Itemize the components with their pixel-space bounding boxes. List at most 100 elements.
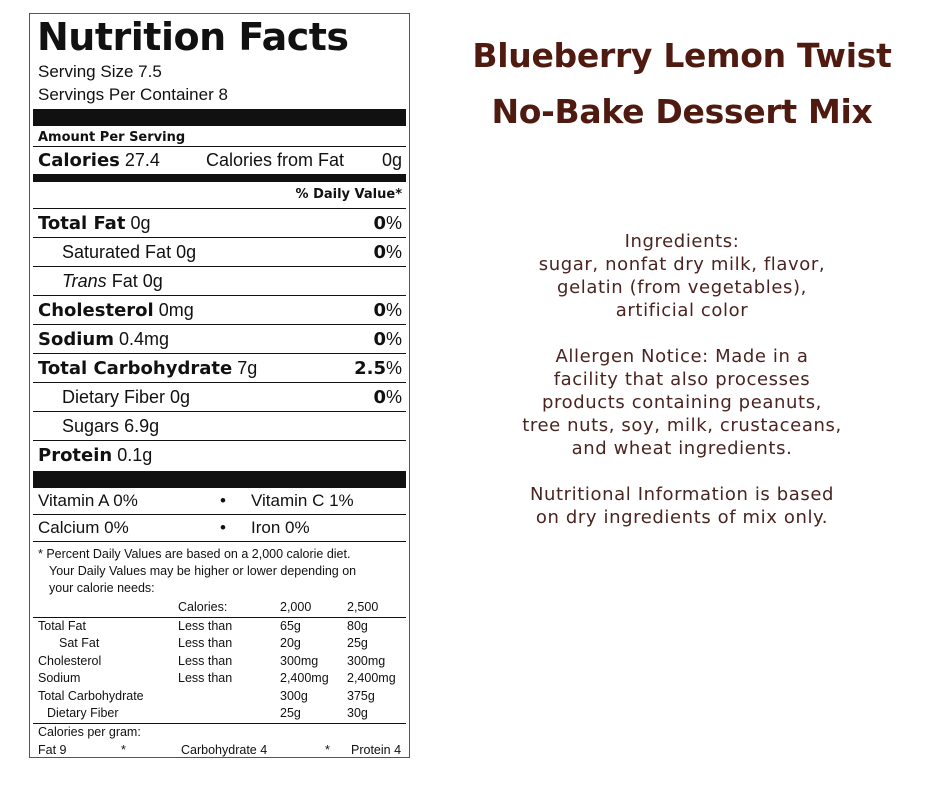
nutrient-amount: 0g (142, 271, 163, 291)
allergen-line: and wheat ingredients. (571, 438, 793, 459)
vitamin-a: Vitamin A 0% (38, 491, 138, 510)
product-title-line: Blueberry Lemon Twist (472, 36, 892, 75)
daily-value-percent: 0% (373, 383, 402, 412)
nutrient-row: Total Carbohydrate 7g 2.5% (33, 354, 406, 383)
nutrient-amount: 6.9g (124, 416, 160, 436)
daily-value-number: 2.5 (354, 358, 386, 379)
bullet: • (220, 491, 226, 510)
allergen-line: products containing peanuts, (541, 392, 822, 413)
reference-cell: 65g (280, 618, 301, 633)
reference-header-cell: 2,000 (275, 599, 342, 618)
calories-from-fat-value: 0g (381, 150, 402, 170)
ingredients-line: gelatin (from vegetables), (557, 277, 807, 298)
cpg-star: * (121, 743, 126, 757)
percent-sign: % (385, 213, 402, 233)
nutrient-amount: 0.4mg (118, 329, 170, 349)
cpg-fat: Fat 9 (38, 743, 67, 757)
reference-row: Cholesterol Less than 300mg 300mg (33, 653, 406, 671)
calories-per-gram-label: Calories per gram: (33, 722, 406, 742)
nutrition-note-line: Nutritional Information is based (529, 484, 835, 505)
amount-per-serving: Amount Per Serving (38, 130, 186, 145)
label-title: Nutrition Facts (37, 15, 349, 59)
allergen-line: facility that also processes (553, 369, 811, 390)
reference-cell: 25g (280, 706, 301, 720)
calories-label: Calories (38, 150, 120, 171)
reference-row: Total Carbohydrate 300g 375g (33, 688, 406, 706)
calories-row: Calories 27.4 Calories from Fat 0g (33, 147, 406, 174)
reference-cell: 80g (347, 618, 368, 633)
footnote: * Percent Daily Values are based on a 2,… (33, 542, 406, 599)
daily-value-percent: 0% (373, 296, 402, 325)
nutrition-note-line: on dry ingredients of mix only. (535, 507, 829, 528)
nutrient-name: Sugars (62, 416, 120, 436)
calcium: Calcium 0% (38, 518, 129, 537)
nutrient-name: Dietary Fiber (62, 387, 166, 407)
servings-per-container: Servings Per Container 8 (38, 85, 228, 104)
daily-value-header: % Daily Value* (33, 182, 406, 209)
nutrient-rows: Total Fat 0g 0% Saturated Fat 0g 0% Trans Fa… (33, 209, 406, 469)
reference-cell: Cholesterol (38, 653, 102, 668)
reference-cell: 25g (347, 636, 368, 650)
reference-cell: 300mg (347, 653, 386, 668)
reference-cell: Total Carbohydrate (38, 688, 144, 703)
reference-cell: Less than (178, 653, 233, 668)
allergen-line: Allergen Notice: Made in a (555, 346, 809, 367)
iron: Iron 0% (251, 518, 310, 537)
nutrient-name: Sodium (38, 329, 114, 350)
nutrient-row: Total Fat 0g 0% (33, 209, 406, 238)
vitamin-c: Vitamin C 1% (251, 491, 354, 510)
nutrient-amount: 0g (176, 242, 197, 262)
nutrient-name: Saturated Fat (62, 242, 172, 262)
daily-value-number: 0 (373, 242, 386, 263)
daily-value-number: 0 (373, 213, 386, 234)
serving-size: Serving Size 7.5 (38, 62, 162, 81)
percent-sign: % (385, 387, 402, 407)
reference-cell: Less than (178, 636, 233, 650)
thick-divider (33, 471, 406, 488)
vitamin-row: Vitamin A 0% • Vitamin C 1% (33, 488, 406, 515)
medium-divider (33, 174, 406, 182)
reference-cell: Sat Fat (59, 636, 100, 650)
product-title: Blueberry Lemon Twist No-Bake Dessert Mi… (430, 28, 934, 140)
reference-cell: 375g (347, 688, 375, 703)
reference-cell: Less than (178, 671, 233, 685)
nutrient-name: Cholesterol (38, 300, 154, 321)
nutrient-name: Trans (62, 271, 107, 291)
reference-row: Dietary Fiber 25g 30g (33, 705, 406, 723)
nutrient-amount: 0g (170, 387, 191, 407)
nutrition-note: Nutritional Information is based on dry i… (440, 483, 924, 529)
reference-cell: Sodium (38, 671, 81, 685)
reference-row: Sodium Less than 2,400mg 2,400mg (33, 670, 406, 688)
reference-row: Sat Fat Less than 20g 25g (33, 635, 406, 653)
ingredients-heading: Ingredients: (624, 231, 740, 252)
nutrient-amount: 0g (130, 213, 151, 233)
percent-sign: % (385, 329, 402, 349)
cpg-protein: Protein 4 (351, 743, 402, 757)
reference-cell: Less than (178, 618, 233, 633)
reference-cell: 2,400mg (280, 671, 329, 685)
reference-cell (173, 688, 275, 706)
nutrient-amount: 0.1g (117, 445, 153, 465)
reference-header-row: Calories: 2,000 2,500 (33, 599, 406, 618)
reference-cell: Dietary Fiber (47, 706, 119, 720)
nutrient-row: Protein 0.1g (33, 441, 406, 469)
bullet: • (220, 518, 226, 537)
ingredients-list: sugar, nonfat dry milk, flavor, gelatin (… (440, 253, 924, 322)
reference-cell: 300g (280, 688, 308, 703)
calories-per-gram-row: Fat 9 * Carbohydrate 4 * Protein 4 (33, 741, 406, 759)
nutrient-amount: 0mg (158, 300, 194, 320)
allergen-notice: Allergen Notice: Made in a facility that … (440, 345, 924, 460)
nutrient-row: Saturated Fat 0g 0% (33, 238, 406, 267)
footnote-line: Your Daily Values may be higher or lower… (49, 564, 357, 578)
daily-value-percent: 0% (373, 238, 402, 267)
percent-sign: % (385, 242, 402, 262)
nutrition-facts-label: Nutrition Facts Serving Size 7.5 Serving… (29, 13, 410, 758)
nutrient-name: Total Carbohydrate (38, 358, 233, 379)
reference-cell: 20g (280, 636, 301, 650)
percent-sign: % (385, 300, 402, 320)
product-info: Ingredients: sugar, nonfat dry milk, fla… (440, 230, 924, 529)
calories-from-fat-label: Calories from Fat (206, 150, 345, 170)
nutrient-name-suffix: Fat (111, 271, 138, 291)
daily-value-percent: 0% (373, 209, 402, 238)
thick-divider (33, 109, 406, 126)
